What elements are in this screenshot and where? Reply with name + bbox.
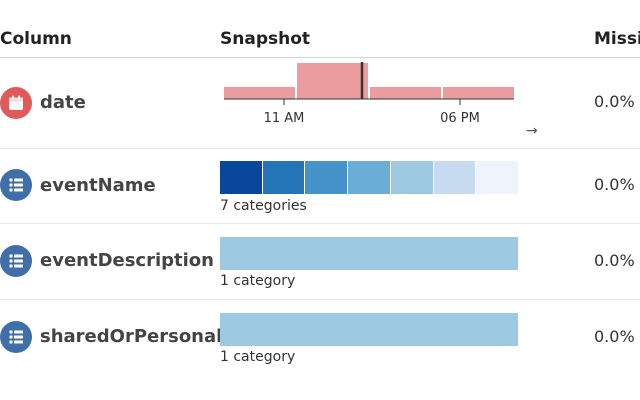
column-header[interactable]: Column [0, 29, 72, 49]
missing-value: 0.0% [594, 175, 635, 194]
list-icon [0, 169, 32, 201]
row-divider [0, 299, 640, 300]
category-bar [220, 161, 519, 194]
missing-value: 0.0% [594, 327, 635, 346]
row-divider [0, 148, 640, 149]
date-histogram: 11 AM 06 PM [224, 62, 514, 126]
category-segment [220, 161, 263, 194]
category-segment [262, 161, 306, 194]
category-segment [220, 313, 518, 346]
category-segment [476, 161, 519, 194]
histogram-bar [224, 87, 295, 99]
missing-value: 0.0% [594, 92, 635, 111]
category-count: 1 category [220, 273, 296, 289]
category-count: 7 categories [220, 198, 307, 214]
category-segment [433, 161, 477, 194]
list-icon [0, 245, 32, 277]
header-divider [0, 57, 640, 58]
column-name[interactable]: sharedOrPersonal [40, 326, 223, 347]
category-segment [348, 161, 391, 194]
histogram-bar [370, 87, 441, 99]
category-bar [220, 313, 518, 346]
column-name[interactable]: eventDescription [40, 250, 214, 271]
row-divider [0, 223, 640, 224]
snapshot-header[interactable]: Snapshot [220, 29, 311, 49]
category-bar [220, 237, 518, 270]
category-segment [390, 161, 434, 194]
category-segment [305, 161, 349, 194]
list-icon [0, 321, 32, 353]
missing-value: 0.0% [594, 251, 635, 270]
histogram-bar [443, 87, 514, 99]
tick-label: 06 PM [440, 111, 480, 126]
column-name[interactable]: date [40, 92, 86, 113]
category-count: 1 category [220, 349, 296, 365]
calendar-icon [0, 87, 32, 119]
category-segment [220, 237, 518, 270]
arrow-right-icon[interactable]: → [526, 123, 538, 139]
column-name[interactable]: eventName [40, 175, 156, 196]
missing-header[interactable]: Missi [594, 29, 640, 49]
tick-label: 11 AM [264, 111, 305, 126]
histogram-bar [297, 63, 368, 99]
